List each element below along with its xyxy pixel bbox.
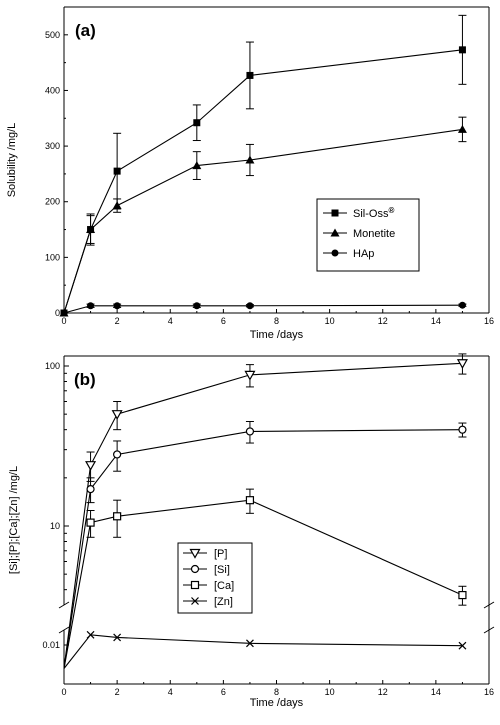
series-line xyxy=(63,634,463,669)
data-point xyxy=(245,427,255,436)
y-axis-break-right xyxy=(483,626,495,634)
x-tick-label: 2 xyxy=(115,687,120,697)
legend-marker xyxy=(190,564,200,574)
x-axis-label: Time /days xyxy=(250,697,304,709)
legend-marker xyxy=(331,209,339,217)
data-point-stroke xyxy=(246,639,254,648)
y-axis-break-right xyxy=(483,601,495,609)
data-point-stroke xyxy=(113,633,122,642)
data-point xyxy=(192,161,202,170)
x-tick-label: 8 xyxy=(274,687,279,697)
data-point xyxy=(193,302,201,310)
legend-marker xyxy=(331,249,339,257)
data-point xyxy=(86,518,95,527)
data-point xyxy=(113,302,121,310)
y-tick-label: 100 xyxy=(45,252,60,262)
data-point xyxy=(112,201,122,210)
data-point xyxy=(86,225,96,234)
legend-marker xyxy=(330,228,340,237)
legend-entry: [P] xyxy=(214,548,227,560)
data-point xyxy=(458,425,467,434)
x-tick-label: 16 xyxy=(484,316,494,326)
legend-marker xyxy=(189,548,201,559)
data-point xyxy=(85,461,97,471)
x-tick-label: 8 xyxy=(274,316,279,326)
data-point xyxy=(245,496,255,505)
x-tick-label: 14 xyxy=(431,687,441,697)
y-tick-label: 0.01 xyxy=(42,640,60,650)
y-tick-label: 400 xyxy=(45,85,60,95)
data-point xyxy=(458,46,466,54)
data-point xyxy=(86,485,95,494)
x-axis-label: Time /days xyxy=(250,329,304,341)
legend-entry: HAp xyxy=(353,248,374,260)
series-line xyxy=(63,128,463,314)
x-tick-label: 16 xyxy=(484,687,494,697)
x-tick-label: 10 xyxy=(325,687,335,697)
panel-label: (b) xyxy=(74,370,96,389)
data-point-stroke xyxy=(458,641,467,650)
panel-label: (a) xyxy=(75,21,96,40)
x-tick-label: 6 xyxy=(221,316,226,326)
x-tick-label: 14 xyxy=(431,316,441,326)
legend-entry: [Ca] xyxy=(214,580,234,592)
chart-panel-b: 0 2 4 6 8 10 12 14 16 10 100 0.01 Time /days [Si];[P]… xyxy=(8,353,495,709)
data-point xyxy=(244,370,256,381)
series-line xyxy=(63,429,463,669)
x-tick-label: 2 xyxy=(115,316,120,326)
data-point xyxy=(113,512,122,521)
series-line xyxy=(63,304,463,314)
data-point xyxy=(193,119,201,127)
legend-entry: [Si] xyxy=(214,564,230,576)
data-point xyxy=(113,450,122,459)
data-point xyxy=(246,302,254,310)
x-tick-label: 12 xyxy=(378,316,388,326)
data-point xyxy=(113,633,122,642)
legend-marker-stroke xyxy=(191,597,199,605)
data-point xyxy=(246,639,254,648)
data-point xyxy=(86,630,95,639)
data-point xyxy=(456,359,468,369)
x-tick-label: 4 xyxy=(168,687,173,697)
legend-marker xyxy=(191,597,199,605)
y-tick-label: 10 xyxy=(50,521,60,531)
chart-panel-a: 0 2 4 6 8 10 12 14 16 0 100 200 300 400 500 Time /days S… xyxy=(6,6,494,341)
y-axis-break-left xyxy=(58,626,70,634)
y-tick-label: 300 xyxy=(45,141,60,151)
data-point xyxy=(60,309,68,317)
legend-entry: [Zn] xyxy=(214,596,233,608)
x-tick-label: 12 xyxy=(378,687,388,697)
y-axis-break-left xyxy=(58,601,70,609)
data-point xyxy=(458,301,466,309)
y-tick-label: 200 xyxy=(45,197,60,207)
data-point-stroke xyxy=(86,630,95,639)
legend-entry: Sil-Oss® xyxy=(353,206,394,220)
data-point xyxy=(246,71,254,79)
series-line xyxy=(63,49,463,314)
data-point xyxy=(245,155,255,164)
x-tick-label: 4 xyxy=(168,316,173,326)
data-point xyxy=(458,641,467,650)
x-tick-label: 6 xyxy=(221,687,226,697)
y-axis-label: [Si];[P];[Ca];[Zn] /mg/L xyxy=(8,466,20,574)
data-point xyxy=(458,590,467,600)
y-tick-label: 500 xyxy=(45,30,60,40)
legend-marker xyxy=(190,580,200,590)
x-tick-label: 10 xyxy=(325,316,335,326)
x-tick-label: 0 xyxy=(61,687,66,697)
data-point xyxy=(113,167,121,175)
data-point xyxy=(111,410,123,420)
data-point xyxy=(87,302,95,310)
y-axis-label: Solubility /mg/L xyxy=(6,123,18,198)
x-tick-label: 0 xyxy=(61,316,66,326)
y-tick-label: 100 xyxy=(45,361,60,371)
data-point xyxy=(457,124,467,133)
y-tick-label: 0 xyxy=(55,308,60,318)
legend-entry: Monetite xyxy=(353,228,395,240)
